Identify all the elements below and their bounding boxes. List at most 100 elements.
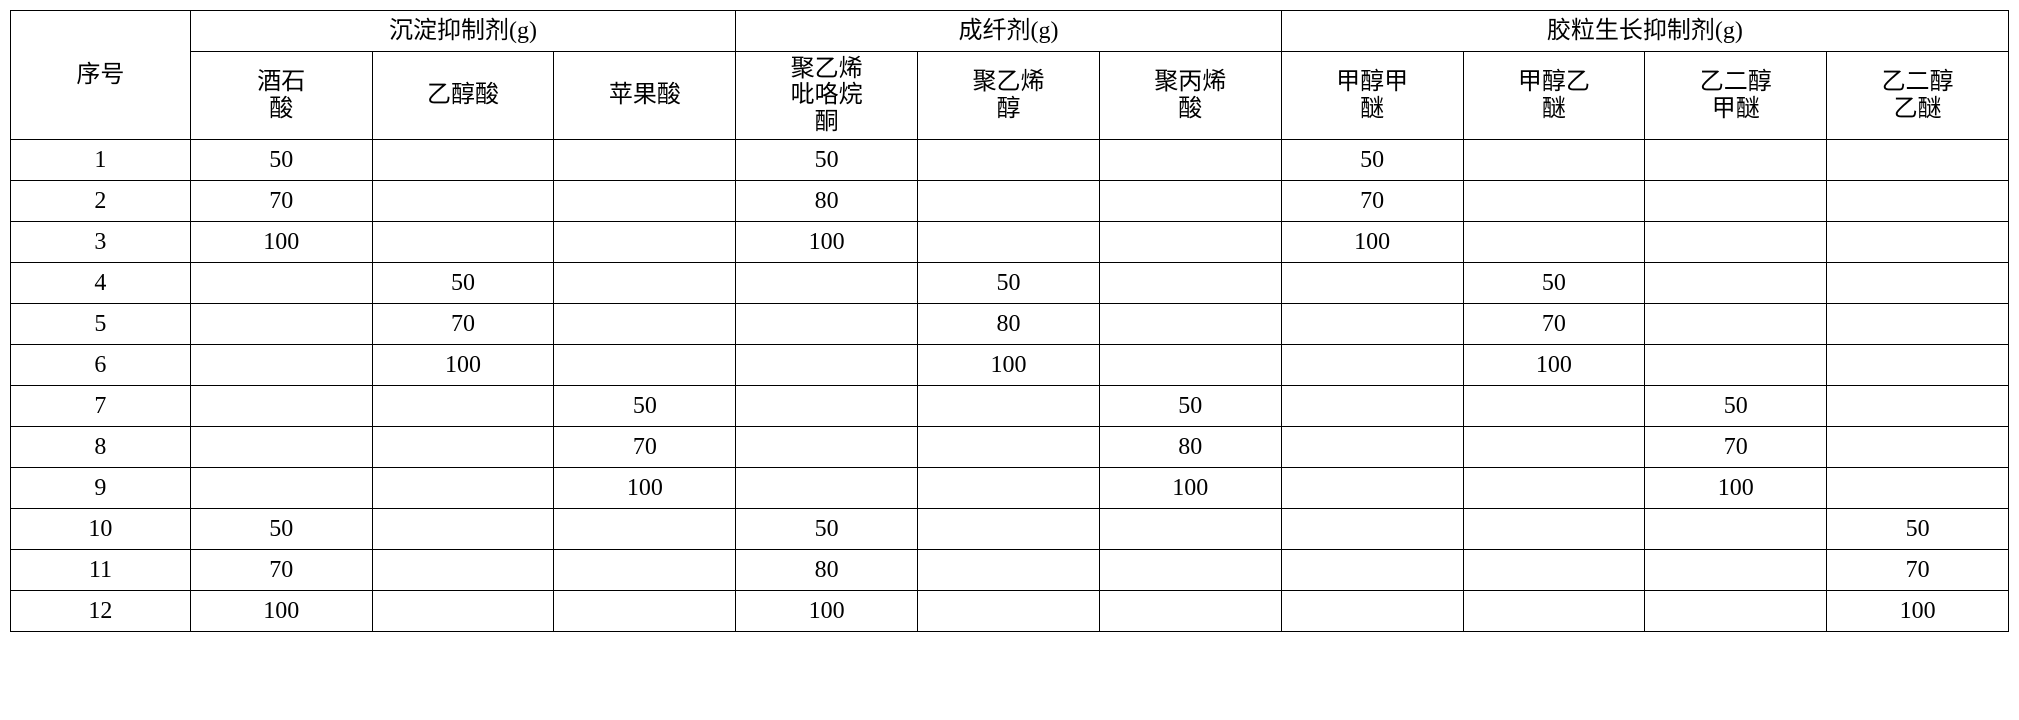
table-cell xyxy=(736,263,918,304)
table-cell: 70 xyxy=(1645,427,1827,468)
table-cell: 100 xyxy=(372,345,554,386)
col-header-seq: 序号 xyxy=(11,11,191,140)
table-cell xyxy=(1281,427,1463,468)
sub-header-5: 聚乙烯醇 xyxy=(918,52,1100,140)
table-cell: 8 xyxy=(11,427,191,468)
table-cell: 100 xyxy=(1099,468,1281,509)
sub-header-7: 甲醇甲醚 xyxy=(1281,52,1463,140)
table-cell xyxy=(372,468,554,509)
table-cell xyxy=(1099,222,1281,263)
table-cell xyxy=(1827,427,2009,468)
table-cell xyxy=(1099,550,1281,591)
table-cell xyxy=(918,550,1100,591)
table-cell: 80 xyxy=(736,550,918,591)
table-cell: 5 xyxy=(11,304,191,345)
table-cell xyxy=(918,427,1100,468)
table-row: 11708070 xyxy=(11,550,2009,591)
table-cell xyxy=(1463,427,1645,468)
table-cell xyxy=(918,386,1100,427)
sub-header-4: 聚乙烯吡咯烷酮 xyxy=(736,52,918,140)
table-cell: 100 xyxy=(554,468,736,509)
table-cell xyxy=(1463,468,1645,509)
table-cell: 70 xyxy=(1281,181,1463,222)
table-cell: 80 xyxy=(1099,427,1281,468)
table-body: 1505050270807031001001004505050570807061… xyxy=(11,140,2009,632)
table-cell: 70 xyxy=(1827,550,2009,591)
table-cell xyxy=(1281,509,1463,550)
table-cell xyxy=(1463,222,1645,263)
table-cell xyxy=(918,140,1100,181)
table-cell: 50 xyxy=(1281,140,1463,181)
table-cell: 100 xyxy=(736,222,918,263)
table-row: 12100100100 xyxy=(11,591,2009,632)
table-row: 8 70 80 70 xyxy=(11,427,2009,468)
table-cell: 11 xyxy=(11,550,191,591)
table-cell xyxy=(918,222,1100,263)
table-cell: 50 xyxy=(1645,386,1827,427)
table-cell xyxy=(372,591,554,632)
table-cell: 70 xyxy=(190,181,372,222)
table-cell xyxy=(554,181,736,222)
table-cell: 100 xyxy=(918,345,1100,386)
table-cell: 100 xyxy=(1281,222,1463,263)
table-cell xyxy=(1281,304,1463,345)
table-cell xyxy=(190,304,372,345)
sub-header-1: 酒石酸 xyxy=(190,52,372,140)
table-cell: 1 xyxy=(11,140,191,181)
table-cell xyxy=(372,222,554,263)
table-cell xyxy=(736,468,918,509)
table-row: 5708070 xyxy=(11,304,2009,345)
table-cell xyxy=(918,181,1100,222)
sub-header-2: 乙醇酸 xyxy=(372,52,554,140)
table-cell xyxy=(190,345,372,386)
table-row: 2708070 xyxy=(11,181,2009,222)
sub-header-6: 聚丙烯酸 xyxy=(1099,52,1281,140)
table-cell xyxy=(1099,140,1281,181)
table-cell xyxy=(1827,304,2009,345)
table-cell: 100 xyxy=(1645,468,1827,509)
table-cell xyxy=(1645,509,1827,550)
table-row: 6100100100 xyxy=(11,345,2009,386)
table-cell xyxy=(1827,181,2009,222)
table-cell: 10 xyxy=(11,509,191,550)
table-cell xyxy=(1463,386,1645,427)
table-cell xyxy=(1645,304,1827,345)
table-cell xyxy=(372,181,554,222)
table-cell xyxy=(1645,591,1827,632)
header-row-1: 序号 沉淀抑制剂(g) 成纤剂(g) 胶粒生长抑制剂(g) xyxy=(11,11,2009,52)
table-cell xyxy=(1281,550,1463,591)
table-cell: 100 xyxy=(190,591,372,632)
table-cell xyxy=(1463,591,1645,632)
table-row: 9 100 100 100 xyxy=(11,468,2009,509)
table-cell xyxy=(1645,263,1827,304)
table-cell: 70 xyxy=(372,304,554,345)
table-cell xyxy=(1827,263,2009,304)
table-cell xyxy=(1645,140,1827,181)
table-cell xyxy=(736,386,918,427)
table-cell xyxy=(1645,222,1827,263)
table-cell xyxy=(1099,345,1281,386)
table-cell: 100 xyxy=(1827,591,2009,632)
table-cell: 50 xyxy=(918,263,1100,304)
table-cell xyxy=(1463,140,1645,181)
table-cell: 9 xyxy=(11,468,191,509)
table-cell xyxy=(372,427,554,468)
table-cell: 7 xyxy=(11,386,191,427)
table-cell xyxy=(1645,550,1827,591)
table-cell xyxy=(1099,304,1281,345)
table-cell xyxy=(554,140,736,181)
table-cell: 80 xyxy=(736,181,918,222)
table-row: 1505050 xyxy=(11,140,2009,181)
table-cell: 70 xyxy=(554,427,736,468)
table-cell: 50 xyxy=(554,386,736,427)
table-cell: 70 xyxy=(1463,304,1645,345)
table-cell xyxy=(554,222,736,263)
group-header-2: 成纤剂(g) xyxy=(736,11,1281,52)
table-cell xyxy=(372,509,554,550)
table-cell xyxy=(736,304,918,345)
table-cell xyxy=(918,509,1100,550)
table-cell xyxy=(1099,591,1281,632)
table-cell: 100 xyxy=(190,222,372,263)
table-cell: 50 xyxy=(1099,386,1281,427)
table-cell xyxy=(1281,263,1463,304)
